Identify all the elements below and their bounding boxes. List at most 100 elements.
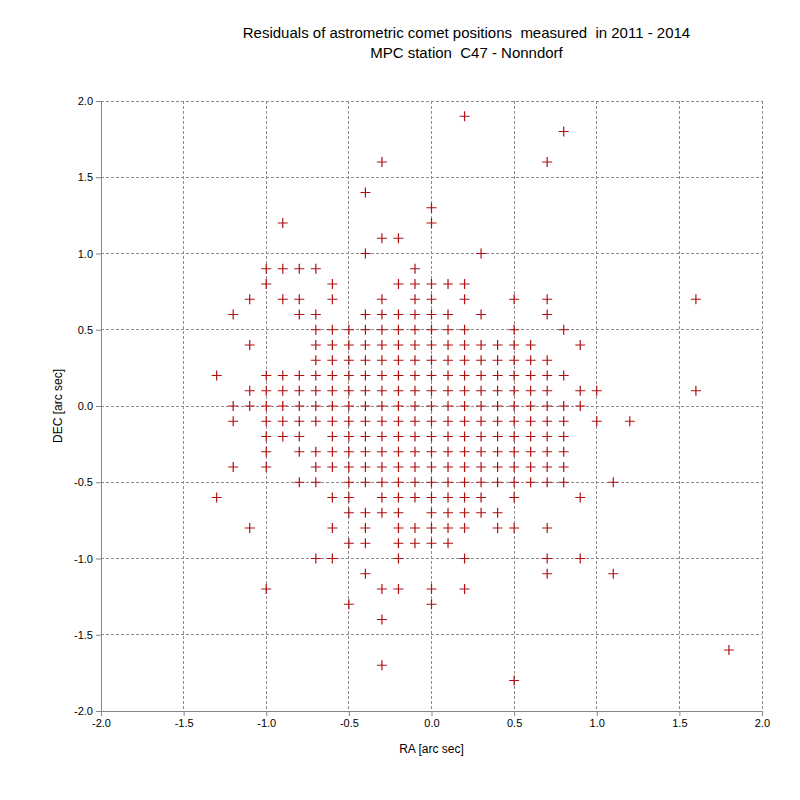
point <box>559 416 569 426</box>
point <box>493 508 503 518</box>
point <box>460 584 470 594</box>
point <box>427 325 437 335</box>
point <box>542 371 552 381</box>
point <box>327 371 337 381</box>
point <box>460 493 470 503</box>
point <box>443 508 453 518</box>
point <box>476 340 486 350</box>
point <box>261 462 271 472</box>
plot-area: -2.0-1.5-1.0-0.50.00.51.01.52.0-2.0-1.5-… <box>74 95 770 729</box>
point <box>526 340 536 350</box>
point <box>691 386 701 396</box>
point <box>493 432 503 442</box>
point <box>212 493 222 503</box>
point <box>311 462 321 472</box>
point <box>526 401 536 411</box>
point <box>212 371 222 381</box>
tick: 1.0 <box>590 711 605 729</box>
point <box>460 294 470 304</box>
tick-mark <box>96 635 101 636</box>
tick-label: 0.5 <box>507 717 522 729</box>
point <box>245 294 255 304</box>
point <box>344 447 354 457</box>
point <box>460 371 470 381</box>
tick-label: 1.0 <box>78 248 93 260</box>
point <box>443 523 453 533</box>
y-axis-label: DEC [arc sec] <box>51 369 65 443</box>
point <box>327 462 337 472</box>
point <box>393 233 403 243</box>
point <box>393 355 403 365</box>
point <box>245 401 255 411</box>
tick-mark <box>349 711 350 716</box>
point <box>311 371 321 381</box>
point <box>245 386 255 396</box>
tick: -0.5 <box>74 476 101 488</box>
point <box>526 432 536 442</box>
point <box>360 432 370 442</box>
point <box>476 493 486 503</box>
point <box>327 523 337 533</box>
point <box>427 493 437 503</box>
point <box>542 294 552 304</box>
point <box>526 462 536 472</box>
point <box>360 340 370 350</box>
point <box>476 249 486 259</box>
tick-label: 1.0 <box>590 717 605 729</box>
point <box>443 371 453 381</box>
point <box>460 477 470 487</box>
point <box>427 523 437 533</box>
point <box>410 432 420 442</box>
point <box>311 310 321 320</box>
point <box>261 432 271 442</box>
point <box>344 599 354 609</box>
grid-line-y <box>101 558 762 559</box>
point <box>327 355 337 365</box>
point <box>526 371 536 381</box>
point <box>311 401 321 411</box>
point <box>360 477 370 487</box>
point <box>377 508 387 518</box>
tick-mark <box>96 330 101 331</box>
point <box>509 416 519 426</box>
point <box>294 447 304 457</box>
point <box>327 447 337 457</box>
point <box>493 340 503 350</box>
point <box>542 447 552 457</box>
point <box>509 325 519 335</box>
point <box>261 416 271 426</box>
point <box>311 264 321 274</box>
point <box>377 294 387 304</box>
point <box>427 294 437 304</box>
point <box>460 462 470 472</box>
point <box>427 279 437 289</box>
point <box>278 401 288 411</box>
point <box>608 569 618 579</box>
y-axis: -2.0-1.5-1.0-0.50.00.51.01.52.0 <box>74 95 101 717</box>
point <box>294 386 304 396</box>
point <box>261 447 271 457</box>
point <box>344 340 354 350</box>
title: Residuals of astrometric comet positions… <box>243 24 690 41</box>
point <box>344 401 354 411</box>
point <box>377 416 387 426</box>
point <box>360 538 370 548</box>
point <box>443 310 453 320</box>
point <box>278 416 288 426</box>
point <box>427 340 437 350</box>
point <box>327 416 337 426</box>
point <box>393 554 403 564</box>
tick-mark <box>432 711 433 716</box>
point <box>360 416 370 426</box>
point <box>427 310 437 320</box>
point <box>261 371 271 381</box>
tick: -2.0 <box>74 705 101 717</box>
point <box>393 462 403 472</box>
point <box>360 401 370 411</box>
point <box>327 432 337 442</box>
point <box>377 447 387 457</box>
tick: 0.5 <box>507 711 522 729</box>
point <box>245 340 255 350</box>
point <box>509 477 519 487</box>
tick: -1.0 <box>257 711 276 729</box>
